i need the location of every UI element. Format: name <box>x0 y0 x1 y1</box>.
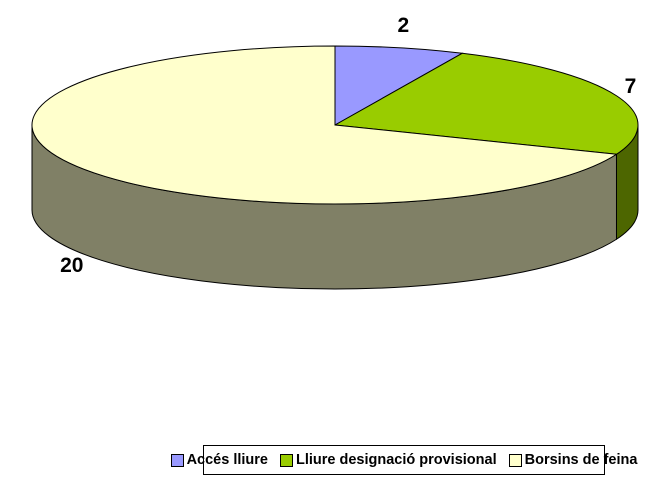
legend-label: Borsins de feina <box>524 452 638 468</box>
legend-label: Accés lliure <box>186 452 268 468</box>
slice <box>334 45 464 126</box>
legend-swatch <box>170 453 184 467</box>
chart: 2 7 20 <box>31 14 639 290</box>
legend-item: Lliure designació provisional <box>279 452 497 468</box>
legend-item: Accés lliure <box>170 452 268 468</box>
legend-swatch <box>508 453 522 467</box>
data-label: 20 <box>60 254 83 277</box>
slice <box>333 52 639 155</box>
legend-item: Borsins de feina <box>508 452 638 468</box>
data-label: 2 <box>398 14 410 37</box>
legend-label: Lliure designació provisional <box>295 452 497 468</box>
slice <box>31 45 618 205</box>
legend: Accés lliure Lliure designació provisiona… <box>170 445 637 475</box>
legend-swatch <box>279 453 293 467</box>
data-label: 7 <box>625 75 637 98</box>
